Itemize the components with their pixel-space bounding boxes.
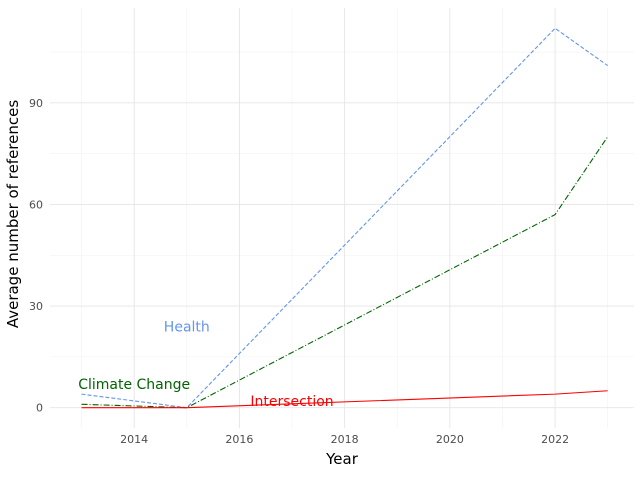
series-line-health (81, 27, 609, 409)
y-tick-label: 0 (36, 402, 43, 415)
series-label-climate-change: Climate Change (78, 377, 190, 393)
y-axis-title: Average number of references (4, 100, 22, 329)
series-label-health: Health (164, 319, 210, 335)
x-axis-title: Year (325, 450, 359, 468)
x-tick-label: 2016 (225, 433, 253, 446)
x-axis-ticks: 2014 2016 2018 2020 2022 (120, 433, 569, 446)
series-lines (81, 27, 609, 409)
y-tick-label: 90 (29, 97, 43, 110)
major-gridlines (50, 8, 634, 428)
x-tick-label: 2014 (120, 433, 148, 446)
y-axis-ticks: 0 30 60 90 (29, 97, 43, 415)
series-annotations: Health Climate Change Intersection (78, 319, 333, 410)
series-line-climate-change (81, 136, 609, 409)
series-label-intersection: Intersection (250, 394, 333, 410)
series-line-intersection (81, 390, 608, 409)
x-tick-label: 2022 (541, 433, 569, 446)
minor-gridlines (50, 8, 634, 428)
y-tick-label: 60 (29, 198, 43, 211)
x-tick-label: 2020 (436, 433, 464, 446)
x-tick-label: 2018 (331, 433, 359, 446)
y-tick-label: 30 (29, 300, 43, 313)
